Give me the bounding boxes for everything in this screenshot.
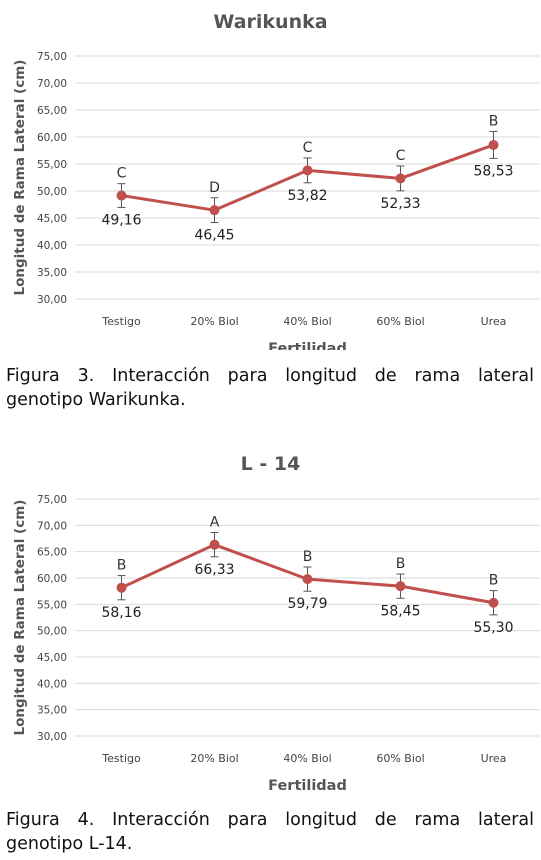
data-label: 46,45 [194, 228, 234, 244]
data-point [395, 581, 406, 592]
x-tick-label: 60% Biol [376, 752, 424, 765]
y-tick-label: 75,00 [37, 51, 67, 63]
figure-caption-3: Figura 3. Interacción para longitud de r… [6, 364, 534, 412]
y-tick-label: 55,00 [37, 599, 67, 611]
data-label: 58,53 [473, 163, 513, 179]
y-tick-label: 35,00 [37, 267, 67, 279]
data-point [488, 597, 499, 608]
significance-letter: B [396, 556, 406, 572]
y-axis-label: Longitud de Rama Lateral (cm) [12, 60, 28, 296]
x-tick-label: 20% Biol [190, 752, 238, 765]
figure-caption-4: Figura 4. Interacción para longitud de r… [6, 808, 534, 856]
y-tick-label: 50,00 [37, 626, 67, 638]
data-label: 55,30 [473, 620, 513, 636]
data-label: 59,79 [287, 596, 327, 612]
data-point [302, 165, 313, 176]
y-tick-label: 65,00 [37, 105, 67, 117]
significance-letter: C [117, 166, 127, 182]
y-tick-label: 45,00 [37, 213, 67, 225]
y-tick-label: 35,00 [37, 705, 67, 717]
significance-letter: C [303, 140, 313, 156]
significance-letter: B [117, 558, 127, 574]
y-tick-label: 70,00 [37, 78, 67, 90]
x-tick-label: Testigo [101, 315, 141, 328]
x-tick-label: 40% Biol [283, 752, 331, 765]
data-label: 66,33 [194, 562, 234, 578]
data-label: 52,33 [380, 196, 420, 212]
x-tick-label: 40% Biol [283, 315, 331, 328]
y-tick-label: 55,00 [37, 159, 67, 171]
significance-letter: B [489, 573, 499, 589]
data-point [488, 139, 499, 150]
x-axis-label: Fertilidad [268, 778, 347, 794]
chart-l14: L - 14 30,00 35,00 40,00 45,00 50,00 55,00 60,0… [0, 440, 541, 795]
data-point [395, 173, 406, 184]
x-axis-label: Fertilidad [268, 341, 347, 350]
data-label: 58,16 [101, 605, 141, 621]
significance-letter: B [303, 549, 313, 565]
x-tick-label: 60% Biol [376, 315, 424, 328]
chart-svg: L - 14 30,00 35,00 40,00 45,00 50,00 55,00 60,0… [12, 453, 540, 794]
caption-line-1: Figura 4. Interacción para longitud de r… [6, 810, 534, 830]
significance-letter: D [209, 180, 220, 196]
data-point [116, 582, 127, 593]
chart-svg: Warikunka 30,00 35,00 40,00 45,00 50,00 55,00 6… [12, 11, 540, 350]
data-label: 49,16 [101, 212, 141, 228]
y-tick-label: 30,00 [37, 731, 67, 743]
y-tick-label: 70,00 [37, 520, 67, 532]
x-tick-label: Urea [481, 315, 507, 328]
caption-line-2: genotipo L-14. [6, 834, 133, 854]
significance-letter: C [396, 148, 406, 164]
data-label: 53,82 [287, 188, 327, 204]
y-tick-label: 75,00 [37, 494, 67, 506]
y-axis-label: Longitud de Rama Lateral (cm) [12, 500, 28, 736]
y-tick-label: 60,00 [37, 573, 67, 585]
caption-line-2: genotipo Warikunka. [6, 390, 186, 410]
data-point [302, 574, 313, 585]
y-tick-label: 65,00 [37, 547, 67, 559]
x-tick-label: Urea [481, 752, 507, 765]
data-point [116, 190, 127, 201]
data-label: 58,45 [380, 603, 420, 619]
data-point [209, 205, 220, 216]
x-tick-label: 20% Biol [190, 315, 238, 328]
x-tick-label: Testigo [101, 752, 141, 765]
chart-title: Warikunka [213, 11, 327, 33]
caption-line-1: Figura 3. Interacción para longitud de r… [6, 366, 534, 386]
data-point [209, 539, 220, 550]
y-tick-label: 30,00 [37, 294, 67, 306]
chart-title: L - 14 [241, 453, 301, 475]
y-tick-label: 40,00 [37, 678, 67, 690]
y-tick-label: 60,00 [37, 132, 67, 144]
y-tick-label: 50,00 [37, 186, 67, 198]
chart-warikunka: Warikunka 30,00 35,00 40,00 45,00 50,00 55,00 6… [0, 0, 541, 350]
y-tick-label: 45,00 [37, 652, 67, 664]
significance-letter: A [210, 515, 220, 531]
y-tick-label: 40,00 [37, 240, 67, 252]
significance-letter: B [489, 113, 499, 129]
